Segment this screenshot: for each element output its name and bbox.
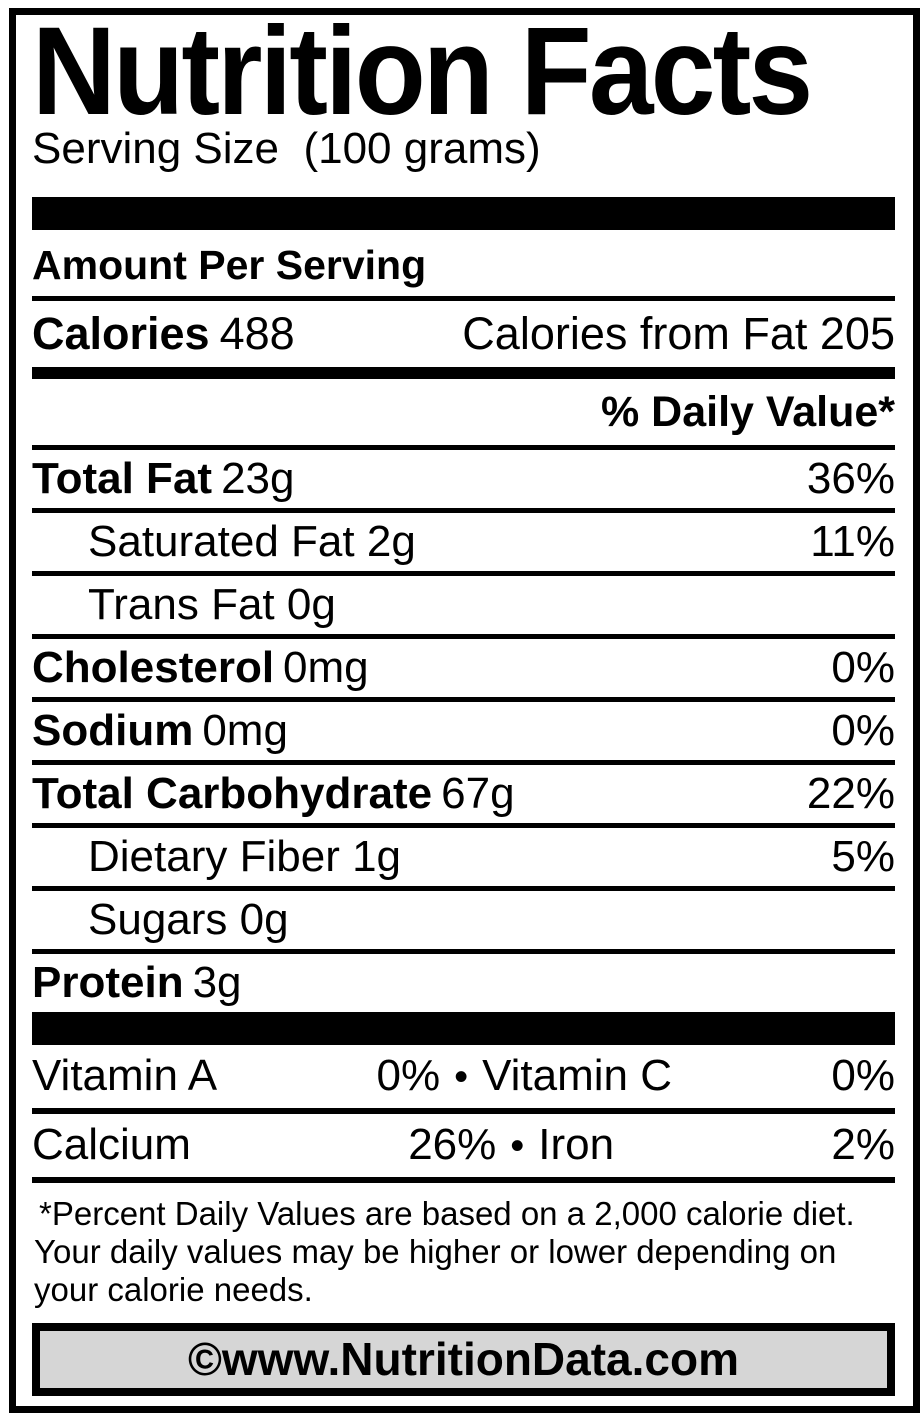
nutrient-amount: 1g: [352, 832, 402, 881]
nutrient-row-cholesterol: Cholesterol 0mg 0%: [32, 639, 895, 702]
vitamin-row-calcium-iron: Calcium 26% • Iron 2%: [32, 1114, 895, 1183]
calories-left: Calories 488: [32, 310, 295, 358]
nutrient-name: Cholesterol: [32, 643, 275, 692]
vitamin-right-name: Iron: [538, 1120, 615, 1169]
nutrient-row-dietary-fiber: Dietary Fiber 1g 5%: [32, 828, 895, 891]
nutrient-amount: 67g: [441, 769, 515, 818]
nutrient-name: Saturated Fat: [88, 517, 355, 566]
vitamin-right-value: 0%: [831, 1051, 896, 1100]
vitamin-left-value: 0%: [376, 1051, 441, 1100]
bullet-separator-icon: •: [510, 1124, 525, 1168]
calories-value: 488: [219, 308, 295, 359]
nutrient-amount: 0g: [286, 580, 336, 629]
nutrient-row-sodium: Sodium 0mg 0%: [32, 702, 895, 765]
nutrient-amount: 2g: [366, 517, 416, 566]
vitamin-row-a-c: Vitamin A 0% • Vitamin C 0%: [32, 1045, 895, 1114]
calories-from-fat: Calories from Fat 205: [462, 310, 895, 358]
nutrient-row-protein: Protein 3g: [32, 954, 895, 1012]
vitamin-left-name: Vitamin A: [32, 1051, 218, 1100]
daily-value-footnote: *Percent Daily Values are based on a 2,0…: [32, 1183, 895, 1321]
vitamin-left-value: 26%: [408, 1120, 497, 1169]
label-title: Nutrition Facts: [32, 2, 813, 141]
nutrient-dv: 0%: [831, 643, 895, 692]
nutrient-row-total-fat: Total Fat 23g 36%: [32, 450, 895, 513]
calories-separator-bar: [32, 367, 895, 379]
nutrient-row-sugars: Sugars 0g: [32, 891, 895, 954]
nutrient-amount: 23g: [221, 454, 295, 503]
vitamin-right-value: 2%: [831, 1120, 895, 1169]
calories-row: Calories 488 Calories from Fat 205: [32, 301, 895, 367]
nutrient-dv: 11%: [810, 517, 895, 566]
vitamin-left-name: Calcium: [32, 1120, 191, 1169]
section-separator-bar-bottom: [32, 1012, 895, 1045]
footnote-line-2: Your daily values may be higher or lower…: [34, 1233, 837, 1270]
nutrient-dv: 22%: [806, 769, 895, 818]
nutrient-dv: 5%: [831, 832, 895, 881]
nutrient-dv: 36%: [806, 454, 895, 503]
nutrient-amount: 0g: [239, 895, 289, 944]
calories-label: Calories: [32, 308, 210, 359]
calories-from-fat-label: Calories from Fat: [462, 308, 808, 359]
calories-from-fat-value: 205: [819, 308, 895, 359]
nutrient-name: Total Carbohydrate: [32, 769, 433, 818]
nutrient-name: Trans Fat: [88, 580, 275, 629]
serving-size: Serving Size (100 grams): [32, 124, 541, 173]
nutrient-name: Dietary Fiber: [88, 832, 340, 881]
nutrient-row-total-carbohydrate: Total Carbohydrate 67g 22%: [32, 765, 895, 828]
nutrient-name: Sodium: [32, 706, 194, 755]
bullet-separator-icon: •: [454, 1055, 469, 1099]
nutrient-name: Protein: [32, 958, 184, 1007]
nutrient-name: Sugars: [88, 895, 228, 944]
nutrient-amount: 3g: [192, 958, 242, 1007]
nutrient-row-trans-fat: Trans Fat 0g: [32, 576, 895, 639]
nutrient-name: Total Fat: [32, 454, 213, 503]
vitamin-right-name: Vitamin C: [482, 1051, 673, 1100]
nutrition-facts-label: Nutrition Facts Serving Size (100 grams)…: [9, 8, 920, 1413]
nutrient-amount: 0mg: [202, 706, 288, 755]
nutrient-amount: 0mg: [283, 643, 369, 692]
footnote-line-3: your calorie needs.: [34, 1271, 313, 1308]
nutrient-row-saturated-fat: Saturated Fat 2g 11%: [32, 513, 895, 576]
section-separator-bar-top: [32, 197, 895, 230]
nutritiondata-footer-banner: ©www.NutritionData.com: [32, 1323, 895, 1396]
nutrient-dv: 0%: [831, 706, 895, 755]
amount-per-serving-heading: Amount Per Serving: [32, 230, 895, 301]
footnote-line-1: *Percent Daily Values are based on a 2,0…: [39, 1195, 855, 1232]
daily-value-header: % Daily Value*: [32, 379, 895, 450]
